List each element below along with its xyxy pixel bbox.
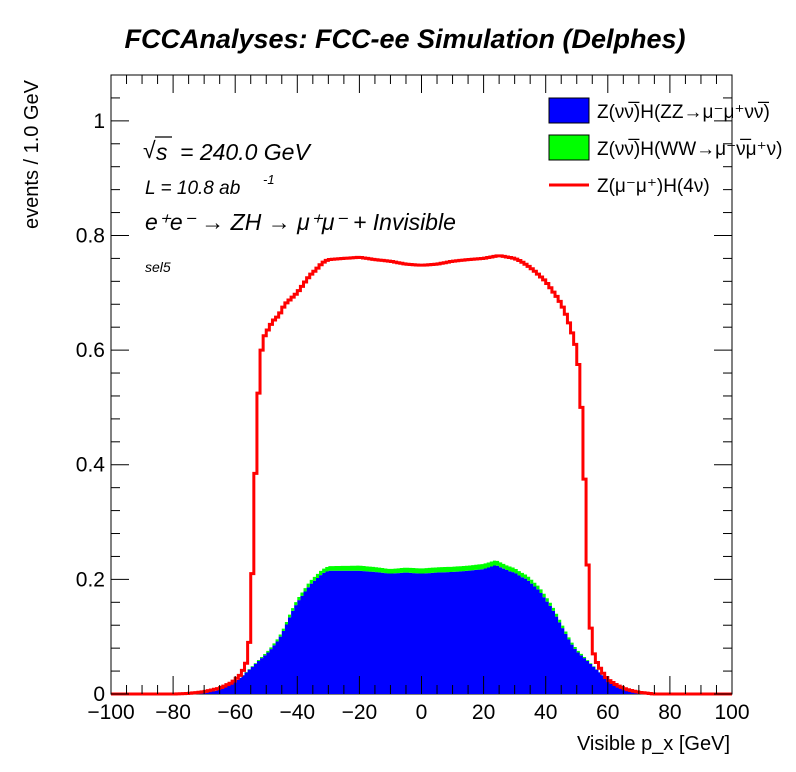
series-layer xyxy=(111,254,732,696)
legend-label: Z(νν̅)H(WW→μ⁻ν̅μ⁺ν) xyxy=(597,139,782,160)
x-axis-label: Visible p_x [GeV] xyxy=(577,733,730,755)
x-tick-label: −100 xyxy=(87,701,134,724)
luminosity-annotation: L = 10.8 ab xyxy=(145,178,240,199)
legend-swatch xyxy=(548,97,590,124)
x-tick-label: 100 xyxy=(714,701,749,724)
series-line-2 xyxy=(111,254,732,696)
chart-title: FCCAnalyses: FCC-ee Simulation (Delphes) xyxy=(124,24,685,54)
x-tick-label: 20 xyxy=(472,701,495,724)
series-fill-0 xyxy=(111,565,732,694)
legend: Z(νν̅)H(ZZ→μ⁻μ⁺νν̅) Z(νν̅)H(WW→μ⁻ν̅μ⁺ν) Z(… xyxy=(548,97,782,197)
x-tick-label: −20 xyxy=(342,701,378,724)
x-tick-label: 40 xyxy=(534,701,557,724)
y-tick-label: 0 xyxy=(93,683,105,706)
luminosity-exponent: -1 xyxy=(263,172,275,187)
x-tick-label: 80 xyxy=(658,701,681,724)
x-tick-label: −40 xyxy=(279,701,315,724)
x-tick-label: −60 xyxy=(217,701,253,724)
legend-swatch xyxy=(548,134,590,161)
x-tick-label: −80 xyxy=(155,701,191,724)
process-annotation: e⁺e⁻ → ZH → μ⁺μ⁻ + Invisible xyxy=(145,209,456,235)
selection-annotation: sel5 xyxy=(145,259,171,275)
axes: −100 −80 −60 −40 −20 0 20 40 60 80 100 0 0.2 0.4 0.6 0.… xyxy=(76,74,750,724)
y-axis-label: events / 1.0 GeV xyxy=(21,79,43,229)
y-tick-label: 0.8 xyxy=(76,224,105,247)
x-tick-label: 0 xyxy=(416,701,428,724)
sqrt-s-symbol: √ xyxy=(143,137,156,163)
legend-label: Z(νν̅)H(ZZ→μ⁻μ⁺νν̅) xyxy=(597,102,770,123)
x-tick-label: 60 xyxy=(596,701,619,724)
y-tick-label: 1 xyxy=(93,110,105,133)
sqrt-s-s: s xyxy=(156,139,168,165)
y-tick-label: 0.4 xyxy=(76,454,106,477)
y-tick-label: 0.2 xyxy=(76,568,105,591)
legend-label: Z(μ⁻μ⁺)H(4ν) xyxy=(597,176,710,197)
sqrt-s-annotation: = 240.0 GeV xyxy=(180,139,312,165)
y-tick-label: 0.6 xyxy=(76,339,105,362)
annotations: √ s = 240.0 GeV L = 10.8 ab -1 e⁺e⁻ → ZH… xyxy=(143,136,456,275)
